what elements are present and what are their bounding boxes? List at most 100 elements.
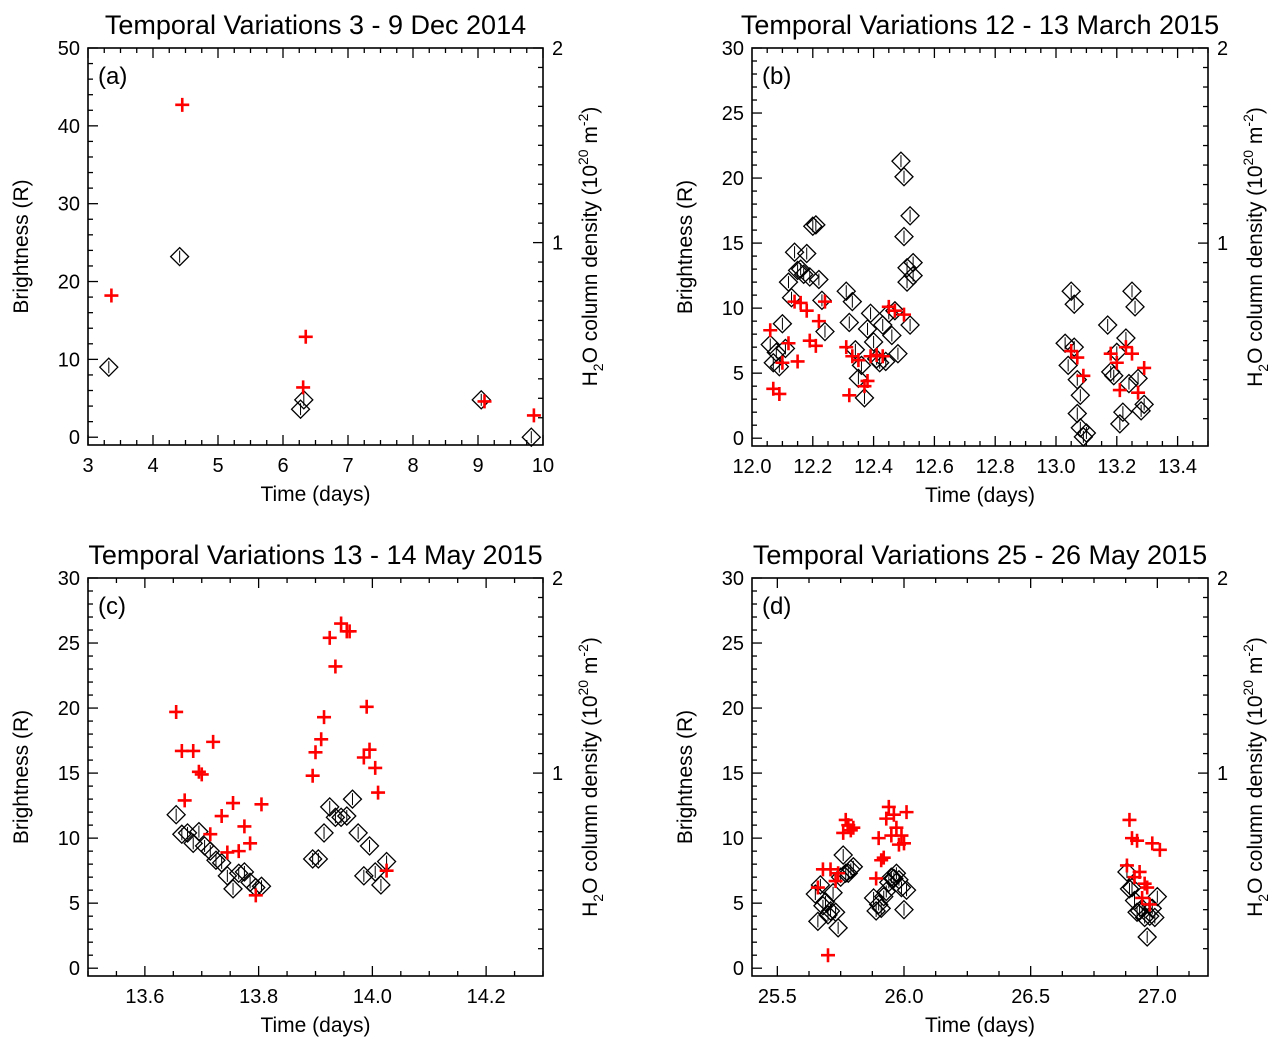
panel-label: (b) [762,63,791,90]
plus-point [477,394,492,409]
diamond-point [166,804,187,825]
y-tick-label: 10 [58,349,80,371]
diamond-point [223,878,243,899]
plus-point [772,386,787,401]
x-tick-label: 12.0 [733,456,772,478]
plus-point [823,862,838,877]
plot-frame [87,577,544,977]
diamond-point [1137,927,1158,947]
diamond-series [805,845,1168,947]
diamond-point [854,387,875,408]
plus-point [308,745,323,760]
x-tick-label: 7 [342,455,353,477]
panel-label: (d) [762,593,791,620]
y-tick-label: 5 [69,893,80,915]
diamond-point [835,863,856,884]
diamond-point [1144,907,1165,928]
x-tick-label: 13.4 [1158,456,1197,478]
y-tick-label: 25 [722,633,744,655]
diamond-point [891,877,912,898]
plus-point [886,807,901,822]
plus-point [206,734,221,749]
diamond-point [760,334,781,355]
diamond-point [775,338,796,359]
x-axis-label: Time (days) [925,1014,1035,1037]
diamond-point [200,841,221,862]
diamond-point [1064,337,1085,358]
plus-point [248,888,263,903]
x-tick-label: 3 [82,455,93,477]
diamond-point [873,886,894,907]
y2-tick-label: 1 [1217,233,1228,255]
diamond-point [234,862,255,882]
x-axis-label: Time (days) [260,483,370,506]
x-tick-label: 12.2 [793,456,832,478]
plus-point [342,624,357,639]
diamond-point [336,806,357,826]
plus-point [846,820,861,835]
y-tick-label: 20 [722,698,744,720]
x-tick-label: 6 [277,455,288,477]
x-tick-label: 12.8 [976,456,1015,478]
y-tick-label: 20 [58,272,80,294]
y-tick-label: 0 [69,958,80,980]
plus-series [169,616,394,903]
plus-point [1130,833,1145,848]
diamond-point [868,894,889,915]
plus-point [879,811,894,826]
plus-point [243,836,258,851]
diamond-point [319,796,340,817]
panel-d: Temporal Variations 25 - 26 May 2015 (d) 2… [674,540,1271,1037]
plus-point [828,874,843,889]
x-tick-label: 12.6 [915,456,954,478]
diamond-point [883,868,904,889]
diamond-point [471,389,492,410]
plus-point [186,743,201,758]
x-tick-label: 25.5 [758,986,797,1008]
x-tick-label: 27.0 [1138,986,1177,1008]
plus-point [887,303,902,318]
x-tick-label: 8 [407,455,418,477]
plus-point [843,823,858,838]
y-axis-label: Brightness (R) [674,180,697,314]
diamond-point [903,265,924,286]
plus-point [871,831,886,846]
plus-point [1109,355,1124,370]
x-tick-label: 9 [472,455,483,477]
y-tick-label: 0 [733,958,744,980]
diamond-point [314,823,334,843]
diamond-point [843,856,864,877]
diamond-point [836,281,857,302]
diamond-point [808,269,829,290]
x-tick-label: 10 [532,455,554,477]
plus-point [775,355,790,370]
diamond-point [900,205,920,226]
plus-point [203,827,218,842]
x-axis-label: Time (days) [260,1014,370,1037]
plus-point [1142,897,1157,912]
panel-c: Temporal Variations 13 - 14 May 2015 (c) 1… [10,540,606,1037]
diamond-point [353,865,374,886]
diamond-point [1134,907,1155,928]
x-tick-label: 13.0 [1037,456,1076,478]
diamond-point [1070,385,1091,406]
diamond-point [348,823,369,843]
y-tick-label: 20 [58,698,80,720]
plus-point [220,845,235,860]
x-tick-label: 4 [147,455,158,477]
diamond-point [839,312,860,333]
diamond-point [886,863,907,884]
plus-point [839,340,854,355]
y-axis-label: Brightness (R) [674,710,697,844]
plus-point [334,616,349,631]
y-tick-label: 30 [58,568,80,590]
plus-point [314,732,329,747]
plus-point [177,793,192,808]
diamond-point [896,880,917,901]
x-tick-label: 14.2 [467,986,506,1008]
y-tick-label: 15 [722,233,744,255]
diamond-point [823,882,843,903]
plus-point [874,853,889,868]
x-tick-label: 13.2 [1097,456,1136,478]
x-tick-label: 13.6 [125,986,164,1008]
